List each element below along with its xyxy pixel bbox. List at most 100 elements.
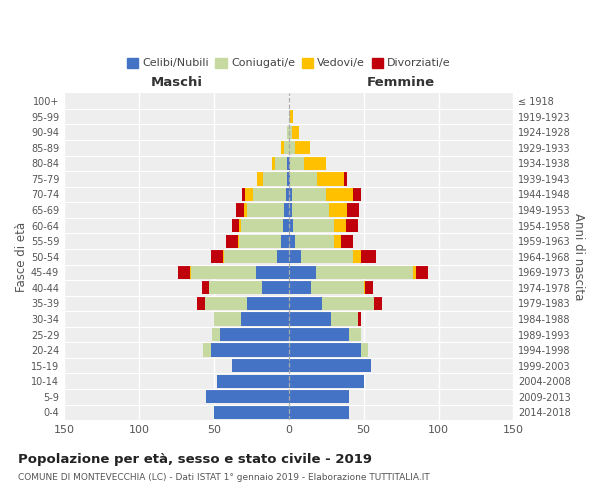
Bar <box>289 359 371 372</box>
Bar <box>289 219 293 232</box>
Bar <box>322 297 374 310</box>
Bar <box>257 172 263 186</box>
Bar <box>289 312 331 326</box>
Bar <box>232 359 289 372</box>
Bar <box>214 312 241 326</box>
Bar <box>287 157 289 170</box>
Bar <box>244 204 247 216</box>
Bar <box>247 204 284 216</box>
Bar <box>212 328 220 341</box>
Bar <box>247 297 289 310</box>
Bar <box>374 297 382 310</box>
Bar <box>206 390 289 404</box>
Bar <box>290 172 317 186</box>
Bar <box>242 188 245 201</box>
Bar <box>284 141 289 154</box>
Bar <box>353 250 361 264</box>
Legend: Celibi/Nubili, Coniugati/e, Vedovi/e, Divorziati/e: Celibi/Nubili, Coniugati/e, Vedovi/e, Di… <box>122 53 455 73</box>
Bar <box>289 141 295 154</box>
Y-axis label: Anni di nascita: Anni di nascita <box>572 213 585 300</box>
Bar <box>275 157 287 170</box>
Bar <box>289 234 295 248</box>
Bar <box>304 157 326 170</box>
Bar <box>346 219 358 232</box>
Bar <box>272 157 275 170</box>
Bar <box>190 266 191 279</box>
Text: COMUNE DI MONTEVECCHIA (LC) - Dati ISTAT 1° gennaio 2019 - Elaborazione TUTTITAL: COMUNE DI MONTEVECCHIA (LC) - Dati ISTAT… <box>18 472 430 482</box>
Bar <box>347 204 359 216</box>
Bar <box>232 219 239 232</box>
Bar <box>289 172 290 186</box>
Bar <box>238 234 239 248</box>
Y-axis label: Fasce di età: Fasce di età <box>15 222 28 292</box>
Bar <box>361 250 376 264</box>
Bar <box>361 344 368 356</box>
Text: Maschi: Maschi <box>151 76 202 88</box>
Bar <box>353 188 361 201</box>
Text: Popolazione per età, sesso e stato civile - 2019: Popolazione per età, sesso e stato civil… <box>18 452 372 466</box>
Bar <box>316 266 413 279</box>
Bar <box>289 250 301 264</box>
Bar <box>289 328 349 341</box>
Bar <box>289 390 349 404</box>
Bar <box>292 188 326 201</box>
Bar <box>281 141 284 154</box>
Bar <box>241 219 283 232</box>
Bar <box>292 126 299 139</box>
Bar <box>289 297 322 310</box>
Bar <box>197 297 205 310</box>
Bar <box>289 188 292 201</box>
Bar <box>293 219 334 232</box>
Bar <box>239 219 241 232</box>
Bar <box>203 344 211 356</box>
Bar <box>211 250 223 264</box>
Bar <box>178 266 190 279</box>
Bar <box>211 344 289 356</box>
Bar <box>283 219 289 232</box>
Bar <box>329 204 347 216</box>
Bar <box>289 406 349 419</box>
Bar <box>290 157 304 170</box>
Bar <box>241 312 289 326</box>
Bar <box>290 110 293 124</box>
Bar <box>281 234 289 248</box>
Bar <box>334 219 346 232</box>
Bar <box>289 266 316 279</box>
Bar <box>224 250 277 264</box>
Bar <box>289 344 361 356</box>
Bar <box>239 234 281 248</box>
Bar <box>202 282 209 294</box>
Bar <box>349 328 361 341</box>
Bar <box>416 266 428 279</box>
Bar <box>289 374 364 388</box>
Bar <box>289 282 311 294</box>
Bar <box>413 266 416 279</box>
Bar <box>289 157 290 170</box>
Bar <box>344 172 347 186</box>
Bar <box>317 172 344 186</box>
Bar <box>284 204 289 216</box>
Bar <box>287 126 289 139</box>
Bar <box>289 204 292 216</box>
Bar <box>217 374 289 388</box>
Bar <box>292 204 329 216</box>
Bar <box>223 250 224 264</box>
Bar <box>205 297 247 310</box>
Bar <box>295 234 334 248</box>
Bar <box>191 266 256 279</box>
Bar <box>334 234 341 248</box>
Bar <box>365 282 373 294</box>
Bar <box>253 188 286 201</box>
Bar <box>209 282 262 294</box>
Bar <box>289 110 290 124</box>
Bar <box>358 312 361 326</box>
Bar <box>331 312 358 326</box>
Bar <box>245 188 253 201</box>
Bar <box>256 266 289 279</box>
Bar <box>326 188 353 201</box>
Bar <box>226 234 238 248</box>
Bar <box>289 126 292 139</box>
Bar <box>262 282 289 294</box>
Bar <box>341 234 353 248</box>
Bar <box>295 141 310 154</box>
